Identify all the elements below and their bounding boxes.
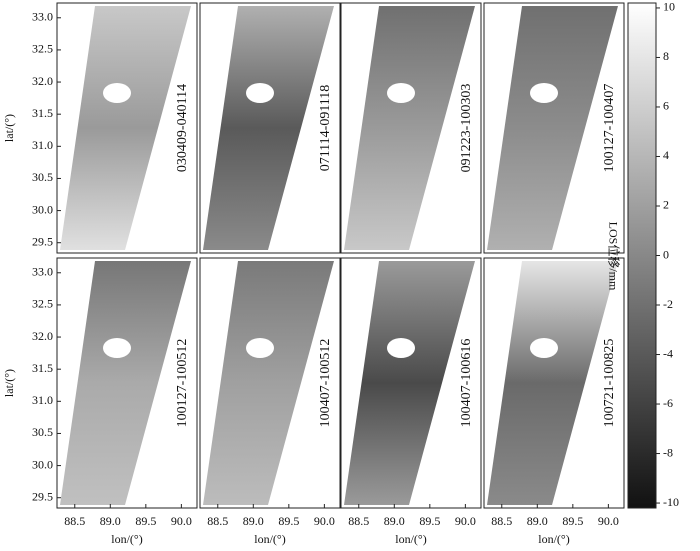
panel-label: 100407-100616 bbox=[459, 339, 474, 428]
x-axis-label: lon/(°) bbox=[111, 532, 142, 546]
y-tick-label: 31.5 bbox=[32, 106, 53, 120]
x-tick-label: 88.5 bbox=[207, 514, 228, 528]
panel-label: 100127-100407 bbox=[602, 84, 617, 173]
masked-lake bbox=[387, 338, 415, 358]
colorbar-tick-label: 8 bbox=[663, 49, 669, 63]
colorbar bbox=[627, 2, 657, 509]
insar-strip bbox=[487, 261, 618, 505]
colorbar-tick-label: 6 bbox=[663, 99, 669, 113]
masked-lake bbox=[246, 338, 274, 358]
panel: 071114-091118 bbox=[199, 2, 341, 254]
x-tick-label: 89.5 bbox=[562, 514, 583, 528]
panel-label: 100721-100825 bbox=[602, 339, 617, 428]
y-tick-label: 30.5 bbox=[32, 170, 53, 184]
y-tick-label: 29.5 bbox=[32, 489, 53, 503]
y-tick-label: 33.0 bbox=[32, 10, 53, 24]
insar-strip bbox=[60, 261, 191, 505]
panel-label: 091223-100303 bbox=[459, 84, 474, 173]
x-axis-label: lon/(°) bbox=[395, 532, 426, 546]
x-tick-label: 90.0 bbox=[455, 514, 476, 528]
masked-lake bbox=[103, 83, 131, 103]
panel: 030409-040114 29.5 30.0 30.5 31.0 31.5 32.0 32.… bbox=[2, 2, 198, 254]
masked-lake bbox=[246, 83, 274, 103]
x-tick-label: 89.0 bbox=[243, 514, 264, 528]
y-tick-label: 32.5 bbox=[32, 42, 53, 56]
y-tick-label: 31.5 bbox=[32, 361, 53, 375]
y-tick-label: 30.0 bbox=[32, 457, 53, 471]
insar-strip bbox=[203, 6, 334, 250]
colorbar-tick-label: -8 bbox=[663, 445, 673, 459]
panel-label: 071114-091118 bbox=[318, 85, 333, 172]
insar-strip bbox=[344, 261, 475, 505]
y-tick-label: 32.0 bbox=[32, 329, 53, 343]
panel: 100407-100512 88.5 89.0 89.5 90.0 lon/(°) bbox=[199, 257, 341, 546]
y-tick-label: 33.0 bbox=[32, 265, 53, 279]
insar-strip bbox=[203, 261, 334, 505]
x-tick-label: 90.0 bbox=[171, 514, 192, 528]
colorbar-label: LOS位移/mm bbox=[606, 222, 621, 291]
colorbar-tick-label: -2 bbox=[663, 297, 673, 311]
insar-strip bbox=[60, 6, 191, 250]
colorbar-tick-label: 0 bbox=[663, 247, 669, 261]
y-tick-label: 32.0 bbox=[32, 74, 53, 88]
masked-lake bbox=[103, 338, 131, 358]
y-tick-label: 29.5 bbox=[32, 234, 53, 248]
x-tick-label: 88.5 bbox=[491, 514, 512, 528]
panel: 100127-100512 29.5 30.0 30.5 31.0 31.5 32.0 32.… bbox=[2, 257, 198, 546]
insar-strip bbox=[344, 6, 475, 250]
x-tick-label: 89.5 bbox=[135, 514, 156, 528]
colorbar-tick-label: -6 bbox=[663, 396, 673, 410]
masked-lake bbox=[387, 83, 415, 103]
y-axis-label: lat/(°) bbox=[2, 369, 16, 397]
x-tick-label: 89.5 bbox=[278, 514, 299, 528]
y-tick-label: 30.0 bbox=[32, 202, 53, 216]
x-tick-label: 89.0 bbox=[384, 514, 405, 528]
colorbar-tick-label: 2 bbox=[663, 198, 669, 212]
x-axis-label: lon/(°) bbox=[254, 532, 285, 546]
x-tick-label: 89.0 bbox=[100, 514, 121, 528]
panel: 100127-100407 bbox=[483, 2, 625, 254]
insar-strip bbox=[487, 6, 618, 250]
masked-lake bbox=[530, 83, 558, 103]
panel-label: 100407-100512 bbox=[318, 339, 333, 428]
panel-label: 100127-100512 bbox=[175, 339, 190, 428]
panel: 091223-100303 bbox=[340, 2, 482, 254]
x-tick-label: 88.5 bbox=[64, 514, 85, 528]
colorbar-tick-label: 4 bbox=[663, 148, 669, 162]
y-tick-label: 31.0 bbox=[32, 138, 53, 152]
colorbar-tick-label: -4 bbox=[663, 346, 673, 360]
panel: 100721-100825 88.5 89.0 89.5 90.0 lon/(°) bbox=[483, 257, 625, 546]
y-axis-label: lat/(°) bbox=[2, 114, 16, 142]
x-tick-label: 90.0 bbox=[598, 514, 619, 528]
x-axis-label: lon/(°) bbox=[538, 532, 569, 546]
colorbar-tick-label: 10 bbox=[663, 0, 675, 14]
x-tick-label: 88.5 bbox=[348, 514, 369, 528]
y-tick-label: 30.5 bbox=[32, 425, 53, 439]
panel: 100407-100616 88.5 89.0 89.5 90.0 lon/(°) bbox=[340, 257, 482, 546]
x-tick-label: 90.0 bbox=[314, 514, 335, 528]
y-tick-label: 32.5 bbox=[32, 297, 53, 311]
panel-label: 030409-040114 bbox=[175, 84, 190, 172]
x-tick-label: 89.5 bbox=[419, 514, 440, 528]
colorbar-tick-label: -10 bbox=[663, 495, 679, 509]
y-tick-label: 31.0 bbox=[32, 393, 53, 407]
x-tick-label: 89.0 bbox=[527, 514, 548, 528]
masked-lake bbox=[530, 338, 558, 358]
